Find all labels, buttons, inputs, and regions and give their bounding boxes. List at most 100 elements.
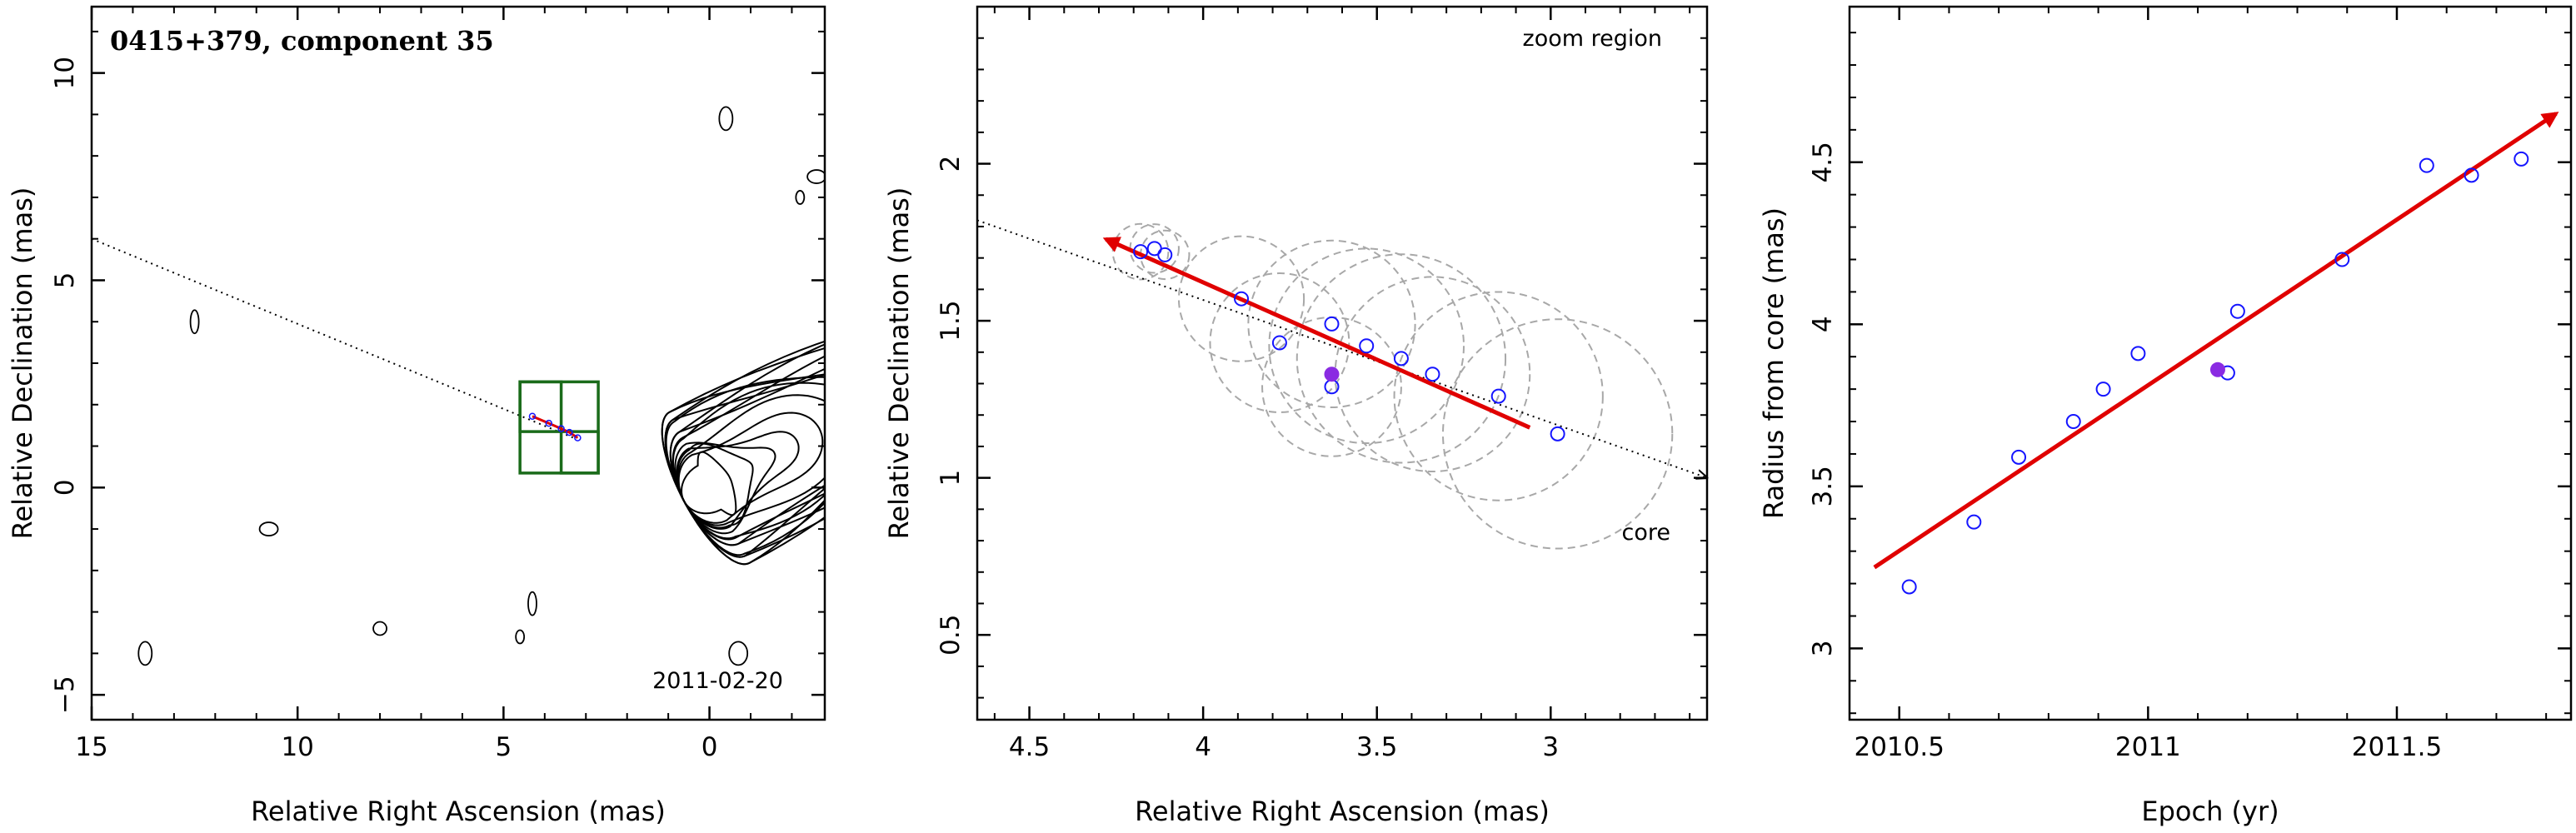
uncertainty-circle <box>1111 222 1170 281</box>
contour-level <box>677 412 824 524</box>
zoom-boxes <box>518 380 600 475</box>
noise-contour <box>527 591 537 616</box>
panel-3-frame <box>1848 5 2573 721</box>
panel-2-core-label: core <box>1622 520 1670 546</box>
radius-point <box>1901 579 1917 595</box>
x-tick-label: 15 <box>75 732 107 762</box>
noise-contour <box>728 641 749 666</box>
noise-contour <box>258 521 279 536</box>
y-tick-label: 4.5 <box>1808 142 1838 182</box>
contour-level <box>676 431 800 530</box>
x-tick-label: 4 <box>1195 732 1211 762</box>
panel-1-frame <box>90 5 826 721</box>
jet-direction-line <box>91 237 574 439</box>
panel-2-frame <box>976 5 1709 721</box>
zoom-box <box>559 430 600 475</box>
panel-3-y-ticks: 3 3.5 4 4.5 <box>1808 32 2571 715</box>
position-point <box>1234 291 1250 307</box>
noise-contour <box>137 641 153 666</box>
radius-point <box>2514 151 2529 167</box>
radius-point <box>2464 167 2479 183</box>
uncertainty-circles <box>1111 222 1674 550</box>
uncertainty-circle <box>1441 318 1674 550</box>
x-tick-label: 10 <box>281 732 313 762</box>
noise-contour <box>515 629 526 645</box>
radius-point <box>2229 303 2245 319</box>
contour-level <box>681 451 737 516</box>
x-tick-label: 3.5 <box>1356 732 1397 762</box>
y-tick-label: 3.5 <box>1808 466 1838 506</box>
panel-2-ylabel: Relative Declination (mas) <box>883 187 915 540</box>
y-tick-label: 4 <box>1808 316 1838 332</box>
panel-3-ylabel: Radius from core (mas) <box>1758 207 1790 519</box>
uncertainty-circle <box>1247 239 1416 408</box>
track-point <box>574 434 582 441</box>
uncertainty-circle <box>1209 272 1350 413</box>
panel-3-x-ticks: 2010.5 2011 2011.5 <box>1854 7 2548 762</box>
panel-2-zoom: 4.5 4 3.5 3 0.5 1 1.5 2 zoom region core Relat… <box>883 5 1709 827</box>
radius-point <box>2130 346 2146 362</box>
panel-3-radius: 2010.5 2011 2011.5 3 3.5 4 4.5 Epoch (yr) Rad… <box>1758 5 2573 827</box>
radius-point <box>2065 414 2081 430</box>
y-tick-label: 0 <box>50 479 80 496</box>
panel-1-y-ticks: −5 0 5 10 <box>50 30 825 714</box>
panel-1-image: 15 10 5 0 −5 0 5 10 0415+379, component 35 201… <box>7 5 826 827</box>
current-radius-point <box>2209 362 2225 377</box>
panel-1-date: 2011-02-20 <box>652 668 783 694</box>
position-point <box>1393 351 1409 367</box>
uncertainty-circle <box>1129 223 1180 274</box>
y-tick-label: 0.5 <box>936 615 966 656</box>
noise-contour <box>372 621 387 636</box>
uncertainty-circle <box>1268 247 1465 445</box>
y-tick-label: 2 <box>936 156 966 172</box>
uncertainty-circle <box>1177 235 1305 362</box>
position-point <box>1490 388 1506 404</box>
zoom-box <box>518 380 563 433</box>
position-point <box>1425 367 1440 382</box>
y-tick-label: 1.5 <box>936 300 966 341</box>
track-point <box>566 428 573 436</box>
contour-level <box>669 343 825 546</box>
y-tick-label: 10 <box>50 57 80 89</box>
y-tick-label: 1 <box>936 470 966 486</box>
x-tick-label: 2011 <box>2115 732 2181 762</box>
position-point <box>1157 247 1173 262</box>
uncertainty-circle <box>1295 253 1507 464</box>
y-tick-label: 5 <box>50 272 80 289</box>
x-tick-label: 5 <box>496 732 512 762</box>
radius-points <box>1901 151 2529 595</box>
noise-contour <box>795 190 806 205</box>
noise-contour <box>208 721 222 735</box>
noise-contour <box>718 106 734 132</box>
contour-level <box>676 442 754 529</box>
x-tick-label: 2011.5 <box>2352 732 2442 762</box>
x-tick-label: 2010.5 <box>1854 732 1944 762</box>
contour-level <box>671 355 825 541</box>
radius-point <box>2334 252 2350 267</box>
x-tick-label: 0 <box>701 732 718 762</box>
panel-1-ylabel: Relative Declination (mas) <box>7 187 38 540</box>
component-track <box>528 412 582 441</box>
panel-3-xlabel: Epoch (yr) <box>2141 796 2279 827</box>
position-point <box>1359 338 1375 354</box>
track-point <box>557 425 565 432</box>
uncertainty-circle <box>1393 291 1604 501</box>
uncertainty-circle <box>1334 276 1531 472</box>
core-direction-line <box>976 219 1707 477</box>
contour-level <box>674 441 776 535</box>
fit-arrow <box>1873 112 2559 570</box>
contour-level <box>661 347 825 566</box>
position-point <box>1133 244 1149 260</box>
contour-level <box>672 382 825 540</box>
contour-level <box>676 394 825 526</box>
noise-contour <box>806 169 825 184</box>
noise-contour <box>189 309 200 335</box>
radius-point <box>2011 449 2027 465</box>
position-point <box>1324 316 1340 332</box>
panel-2-y-ticks: 0.5 1 1.5 2 <box>936 37 1707 699</box>
y-tick-label: 3 <box>1808 641 1838 657</box>
x-tick-label: 4.5 <box>1009 732 1050 762</box>
radius-point <box>2419 157 2434 173</box>
motion-arrow <box>1102 237 1531 430</box>
